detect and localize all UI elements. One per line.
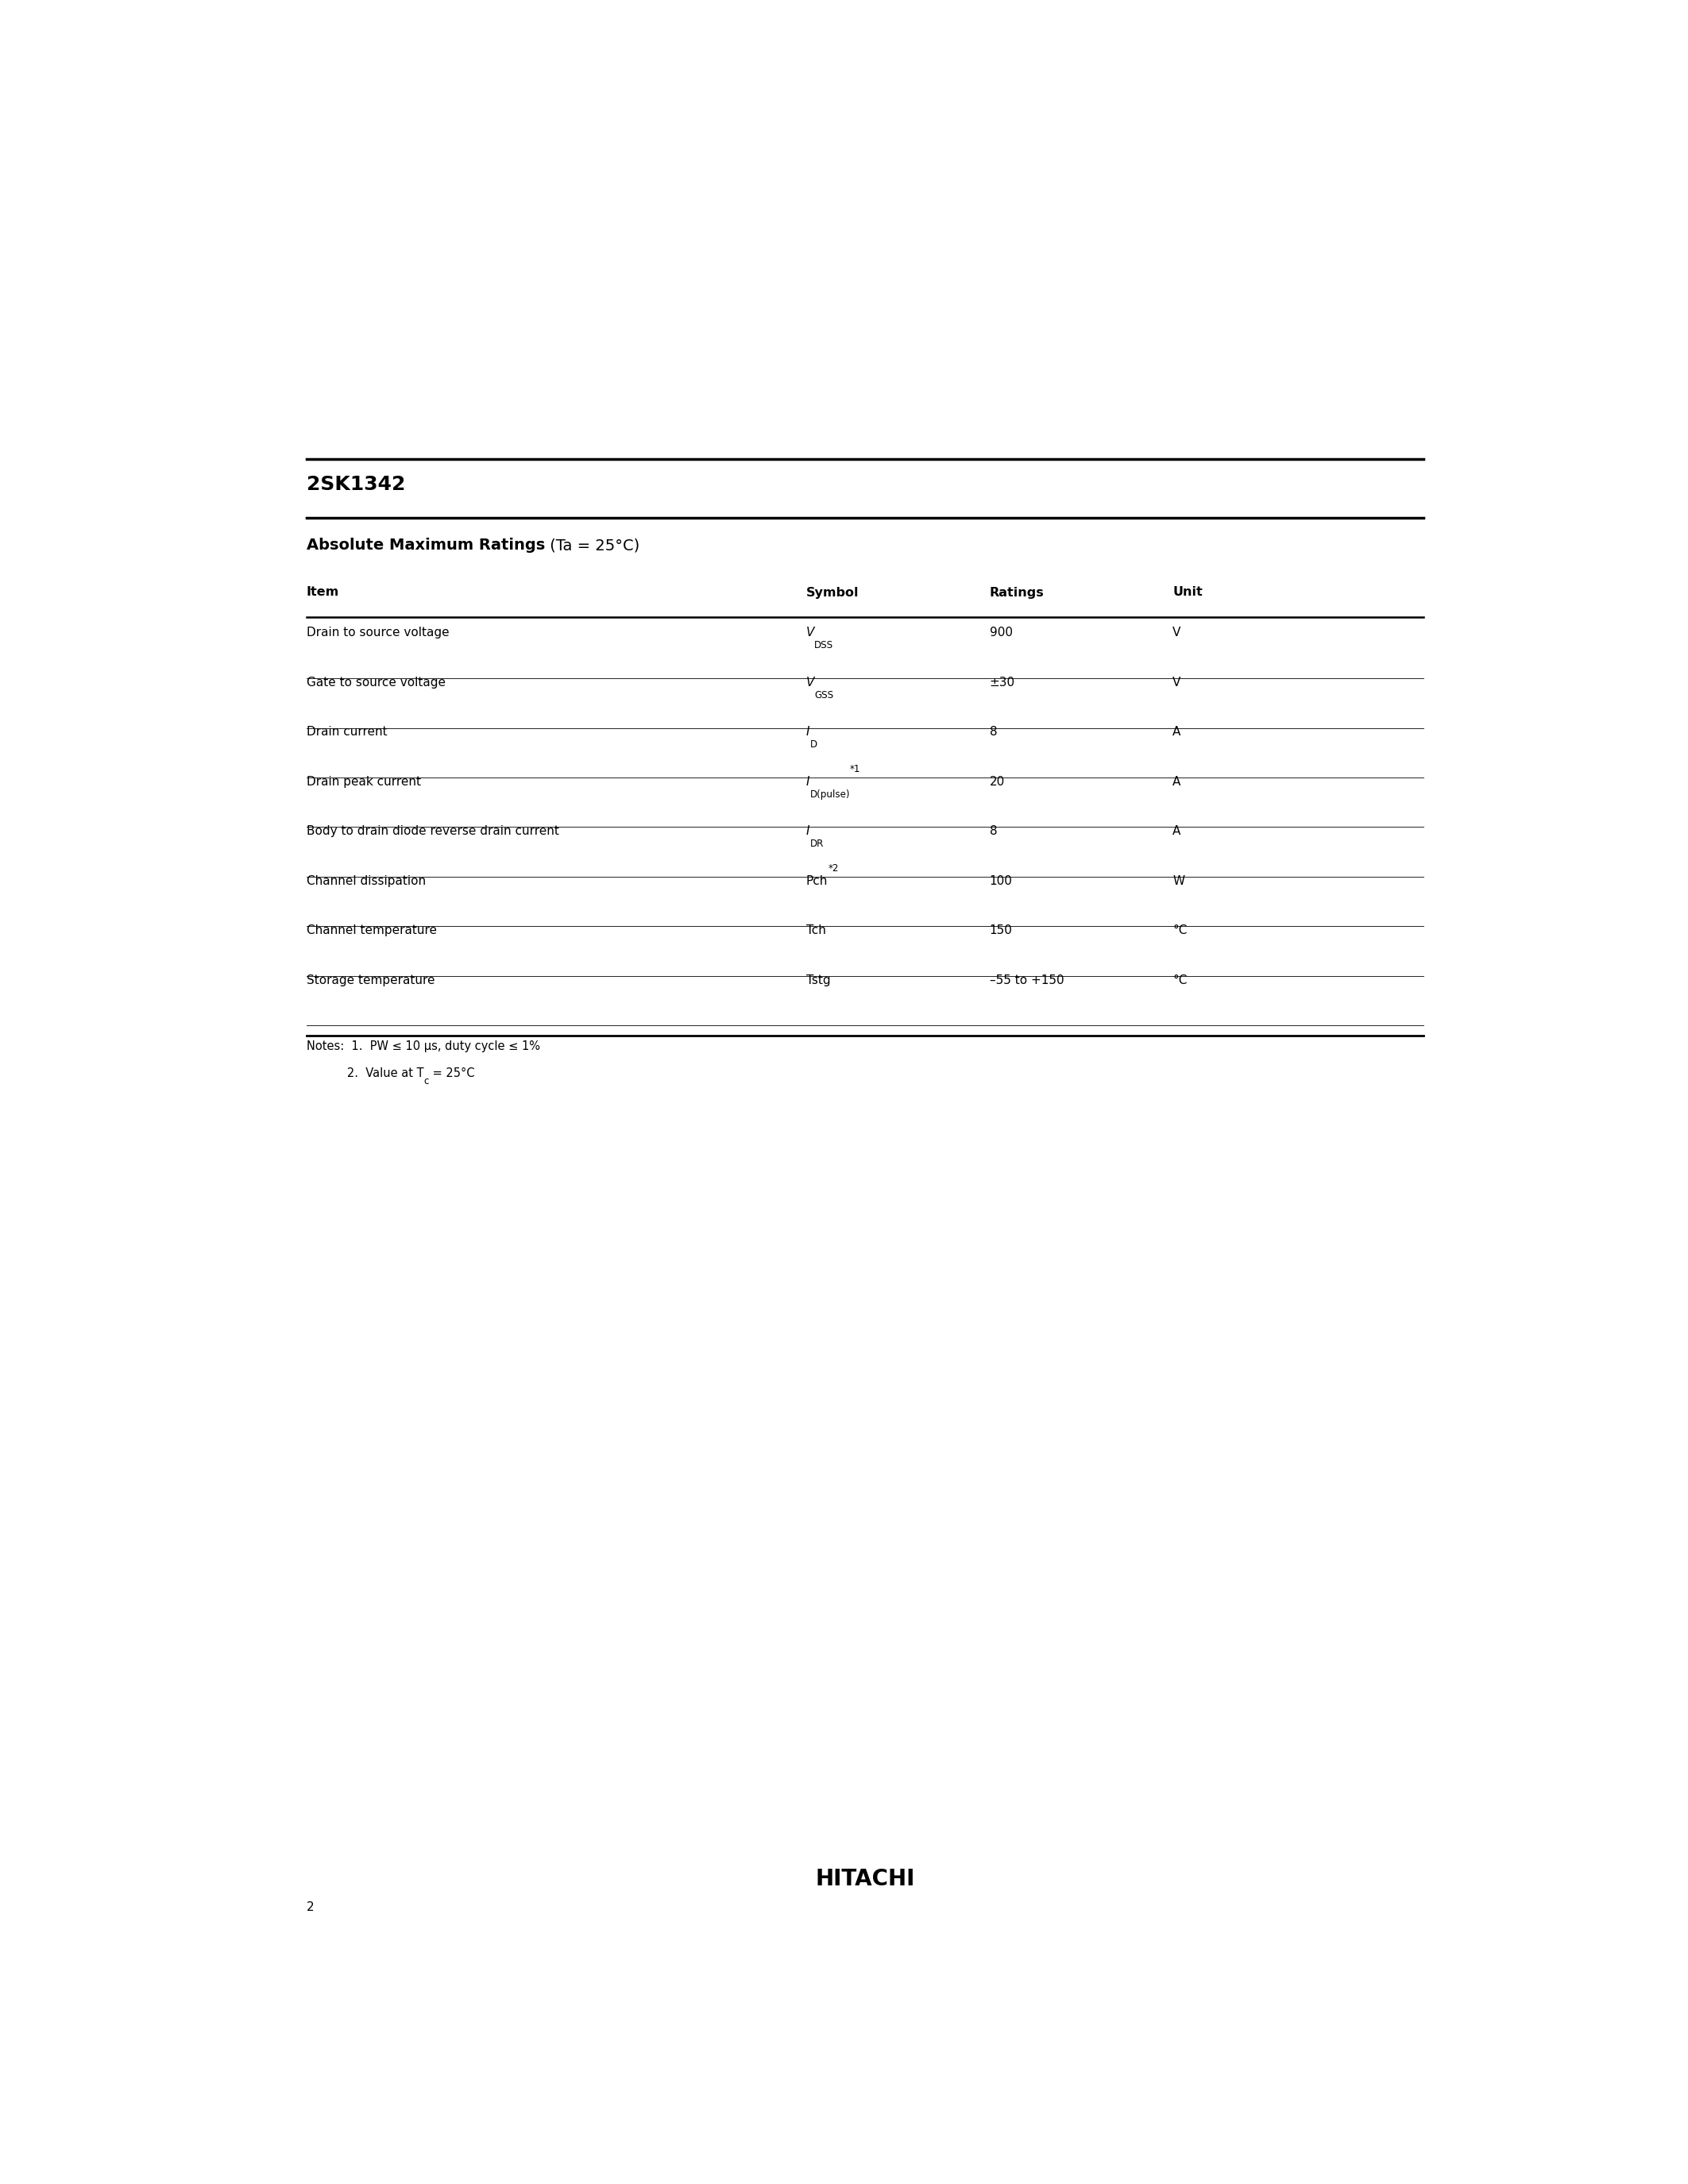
Text: Tch: Tch	[807, 924, 825, 937]
Text: I: I	[807, 775, 810, 788]
Text: Notes:  1.  PW ≤ 10 μs, duty cycle ≤ 1%: Notes: 1. PW ≤ 10 μs, duty cycle ≤ 1%	[307, 1040, 540, 1053]
Text: 900: 900	[989, 627, 1013, 638]
Text: = 25°C: = 25°C	[429, 1068, 474, 1079]
Text: 2SK1342: 2SK1342	[307, 476, 405, 494]
Text: Drain to source voltage: Drain to source voltage	[307, 627, 449, 638]
Text: 2: 2	[307, 1902, 314, 1913]
Text: DSS: DSS	[815, 640, 834, 651]
Text: V: V	[807, 677, 815, 688]
Text: I: I	[807, 826, 810, 836]
Text: DR: DR	[810, 839, 824, 850]
Text: A: A	[1173, 826, 1182, 836]
Text: Item: Item	[307, 587, 339, 598]
Text: Storage temperature: Storage temperature	[307, 974, 436, 985]
Text: c: c	[424, 1077, 429, 1085]
Text: V: V	[807, 627, 815, 638]
Text: 20: 20	[989, 775, 1004, 788]
Text: Channel temperature: Channel temperature	[307, 924, 437, 937]
Text: A: A	[1173, 725, 1182, 738]
Text: 100: 100	[989, 876, 1013, 887]
Text: V: V	[1173, 627, 1182, 638]
Text: V: V	[1173, 677, 1182, 688]
Text: Gate to source voltage: Gate to source voltage	[307, 677, 446, 688]
Text: ±30: ±30	[989, 677, 1014, 688]
Text: Unit: Unit	[1173, 587, 1202, 598]
Text: D: D	[810, 740, 817, 749]
Text: Body to drain diode reverse drain current: Body to drain diode reverse drain curren…	[307, 826, 559, 836]
Text: A: A	[1173, 775, 1182, 788]
Text: *2: *2	[829, 863, 839, 874]
Text: *1: *1	[851, 764, 861, 773]
Text: –55 to +150: –55 to +150	[989, 974, 1063, 985]
Text: 8: 8	[989, 725, 998, 738]
Text: Drain current: Drain current	[307, 725, 387, 738]
Text: Pch: Pch	[807, 876, 829, 887]
Text: I: I	[807, 725, 810, 738]
Text: W: W	[1173, 876, 1185, 887]
Text: (Ta = 25°C): (Ta = 25°C)	[545, 537, 640, 553]
Text: Absolute Maximum Ratings: Absolute Maximum Ratings	[307, 537, 545, 553]
Text: GSS: GSS	[815, 690, 834, 701]
Text: D(pulse): D(pulse)	[810, 788, 851, 799]
Text: Symbol: Symbol	[807, 587, 859, 598]
Text: Channel dissipation: Channel dissipation	[307, 876, 425, 887]
Text: 8: 8	[989, 826, 998, 836]
Text: 2.  Value at T: 2. Value at T	[307, 1068, 424, 1079]
Text: °C: °C	[1173, 974, 1187, 985]
Text: 150: 150	[989, 924, 1013, 937]
Text: Tstg: Tstg	[807, 974, 830, 985]
Text: Drain peak current: Drain peak current	[307, 775, 420, 788]
Text: °C: °C	[1173, 924, 1187, 937]
Text: Ratings: Ratings	[989, 587, 1043, 598]
Text: HITACHI: HITACHI	[815, 1867, 915, 1889]
